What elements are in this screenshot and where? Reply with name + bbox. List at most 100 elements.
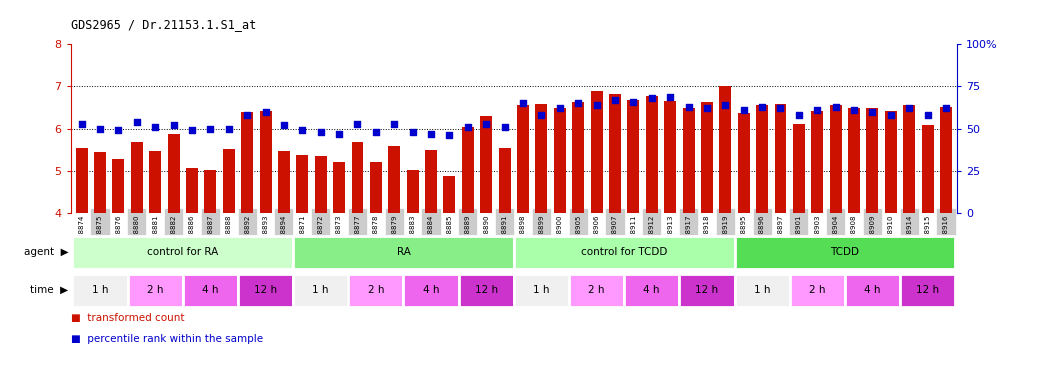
Bar <box>867 108 878 213</box>
Bar <box>296 155 308 213</box>
Point <box>551 105 568 111</box>
Point <box>74 121 90 127</box>
Bar <box>719 86 732 213</box>
Text: ■  transformed count: ■ transformed count <box>71 313 184 323</box>
Text: 4 h: 4 h <box>202 285 219 295</box>
Bar <box>884 111 897 213</box>
Point <box>606 97 623 103</box>
Point <box>680 104 696 110</box>
Bar <box>683 108 694 213</box>
Bar <box>701 103 713 213</box>
Point <box>367 129 384 135</box>
Text: RA: RA <box>397 247 410 257</box>
Text: control for TCDD: control for TCDD <box>581 247 667 257</box>
Point <box>441 132 458 139</box>
Bar <box>238 275 293 307</box>
Bar <box>829 106 842 213</box>
Point <box>534 112 550 118</box>
Point <box>589 102 605 108</box>
Bar <box>443 176 456 213</box>
Bar <box>388 146 401 213</box>
Point <box>405 129 421 135</box>
Bar <box>517 106 529 213</box>
Text: agent  ▶: agent ▶ <box>24 247 69 257</box>
Bar <box>624 275 679 307</box>
Point <box>846 107 863 113</box>
Text: 1 h: 1 h <box>754 285 770 295</box>
Bar <box>790 275 845 307</box>
Bar <box>73 275 128 307</box>
Bar <box>609 94 621 213</box>
Point <box>570 100 586 106</box>
Point <box>515 100 531 106</box>
Bar <box>293 236 514 269</box>
Text: 2 h: 2 h <box>809 285 825 295</box>
Point <box>937 105 954 111</box>
Bar <box>756 106 768 213</box>
Point <box>477 121 494 127</box>
Bar <box>664 101 676 213</box>
Text: 1 h: 1 h <box>312 285 329 295</box>
Point <box>754 104 770 110</box>
Point <box>864 109 880 115</box>
Bar <box>591 91 602 213</box>
Bar <box>627 100 639 213</box>
Point <box>257 109 274 115</box>
Point <box>91 126 108 132</box>
Point <box>165 122 182 128</box>
Point <box>386 121 403 127</box>
Bar <box>900 275 955 307</box>
Bar <box>646 96 658 213</box>
Text: control for RA: control for RA <box>147 247 218 257</box>
Bar <box>293 275 349 307</box>
Bar <box>903 106 916 213</box>
Bar <box>278 151 290 213</box>
Bar <box>349 275 404 307</box>
Bar <box>241 112 253 213</box>
Point <box>312 129 329 135</box>
Point <box>791 112 808 118</box>
Bar <box>774 104 787 213</box>
Bar <box>223 149 235 213</box>
Text: 4 h: 4 h <box>644 285 660 295</box>
Bar <box>738 113 749 213</box>
Point <box>625 99 641 105</box>
Bar <box>94 152 106 213</box>
Point <box>422 131 439 137</box>
Bar <box>260 111 272 213</box>
Text: 12 h: 12 h <box>695 285 718 295</box>
Text: 2 h: 2 h <box>589 285 605 295</box>
Bar <box>536 104 547 213</box>
Bar <box>352 142 363 213</box>
Point <box>901 105 918 111</box>
Bar <box>426 150 437 213</box>
Point <box>920 112 936 118</box>
Text: time  ▶: time ▶ <box>30 285 69 295</box>
Bar <box>735 236 955 269</box>
Bar <box>404 275 459 307</box>
Bar <box>407 170 418 213</box>
Bar <box>572 103 584 213</box>
Point <box>735 107 752 113</box>
Bar <box>76 148 87 213</box>
Text: 12 h: 12 h <box>917 285 939 295</box>
Bar <box>848 108 861 213</box>
Point <box>239 112 255 118</box>
Bar <box>922 125 933 213</box>
Text: GDS2965 / Dr.21153.1.S1_at: GDS2965 / Dr.21153.1.S1_at <box>71 18 255 31</box>
Bar <box>73 236 293 269</box>
Point <box>276 122 293 128</box>
Bar <box>845 275 900 307</box>
Bar <box>940 107 952 213</box>
Bar <box>498 148 511 213</box>
Point <box>331 131 348 137</box>
Text: 2 h: 2 h <box>147 285 163 295</box>
Text: 1 h: 1 h <box>534 285 550 295</box>
Bar <box>514 275 569 307</box>
Bar <box>514 236 735 269</box>
Bar <box>112 159 125 213</box>
Text: 12 h: 12 h <box>474 285 498 295</box>
Point <box>699 105 715 111</box>
Point <box>202 126 219 132</box>
Text: 1 h: 1 h <box>91 285 108 295</box>
